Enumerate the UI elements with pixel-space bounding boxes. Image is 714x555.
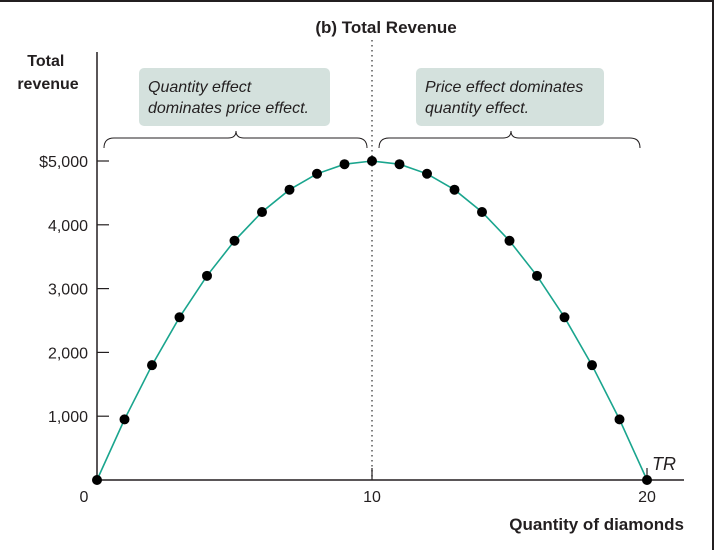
data-point [92,475,102,485]
data-point [257,207,267,218]
data-point [394,159,405,170]
data-point [504,235,515,246]
y-tick-label: 3,000 [48,282,88,299]
data-point [202,270,212,281]
y-axis-label: Total revenue [17,53,78,93]
price-effect-note: Price effect dominates quantity effect. [425,79,588,117]
x-axis-label: Quantity of diamonds [509,515,684,534]
data-point [532,270,542,281]
y-tick-label: 2,000 [48,345,88,362]
quantity-effect-callout-box [139,68,330,126]
quantity-effect-note: Quantity effect dominates price effect. [148,79,309,117]
chart-title: (b) Total Revenue [315,18,456,37]
price-effect-note-line-1: Price effect dominates [425,79,583,96]
quantity-effect-note-line-1: Quantity effect [148,79,252,96]
right-brace [378,130,641,149]
quantity-effect-note-line-2: dominates price effect. [148,100,309,117]
y-axis-label-line-1: Total [27,53,64,70]
data-point [559,312,570,323]
tr-curve-label: TR [652,454,676,474]
x-tick-label: 20 [638,489,656,506]
data-point [614,414,625,425]
x-tick-label: 0 [80,489,89,506]
data-point [339,159,350,170]
y-tick-label: $5,000 [39,154,88,171]
data-point [477,207,487,218]
x-tick-label: 10 [363,489,381,506]
y-tick-label: 4,000 [48,218,88,235]
data-point [422,168,432,179]
data-point [449,184,460,195]
y-axis-label-line-2: revenue [17,76,78,93]
points-layer [92,156,652,485]
price-effect-note-line-2: quantity effect. [425,100,529,117]
price-effect-callout-box [416,68,604,126]
data-point [367,156,377,166]
data-point [642,475,652,485]
data-point [147,360,157,371]
data-point [312,168,322,179]
data-point [174,312,185,323]
data-point [119,414,130,425]
left-brace [103,130,368,149]
ticks-layer: $5,000 4,000 3,000 2,000 1,000 0 10 20 [39,154,656,506]
data-point [229,235,240,246]
data-point [587,360,597,371]
y-tick-label: 1,000 [48,409,88,426]
data-point [284,184,295,195]
